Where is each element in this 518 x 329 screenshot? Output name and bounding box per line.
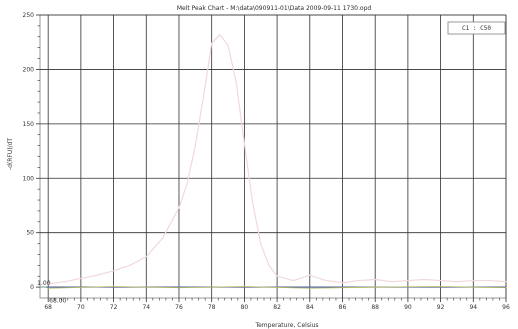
series-point — [456, 281, 458, 283]
x-tick-label: 76 — [175, 304, 183, 311]
y-tick-label: 250 — [23, 12, 35, 19]
series-point — [194, 145, 196, 147]
x-tick-label: 82 — [273, 304, 281, 311]
series-point — [407, 280, 409, 282]
series-point — [178, 207, 180, 209]
series-point — [260, 243, 262, 245]
plot-frame — [39, 14, 507, 299]
legend-frame — [447, 21, 506, 35]
series-point — [309, 287, 311, 289]
series-point — [243, 142, 245, 144]
series-point — [292, 280, 294, 282]
x-tick-label: 78 — [208, 304, 216, 311]
series-point — [489, 280, 491, 282]
series-point — [440, 280, 442, 282]
series-point — [391, 281, 392, 283]
y-tick-label: 0 — [30, 284, 34, 291]
series-point — [145, 256, 147, 258]
x-tick-label: 96 — [502, 304, 510, 311]
x-tick-label: 80 — [241, 304, 249, 311]
annotation-label: 68.00 — [49, 297, 66, 304]
series-point — [64, 281, 65, 283]
series-point — [440, 286, 442, 288]
series-point — [219, 34, 221, 36]
x-tick-label: 88 — [371, 304, 379, 311]
series-point — [505, 287, 507, 289]
series-point — [374, 286, 376, 288]
y-tick-label: 50 — [26, 230, 34, 237]
legend-box: C1 : C50 — [447, 21, 506, 35]
series-point — [203, 96, 204, 98]
series-point — [309, 286, 311, 288]
series-point — [162, 237, 164, 239]
axes — [36, 14, 507, 302]
legend-text: C1 : C50 — [462, 25, 491, 32]
series-point — [309, 274, 311, 276]
series-point — [80, 277, 82, 279]
plot-area — [39, 14, 507, 299]
series-point — [129, 264, 131, 266]
x-tick-label: 74 — [142, 304, 150, 311]
x-tick-label: 86 — [339, 304, 347, 311]
series-point — [113, 286, 115, 288]
chart-title: Melt Peak Chart - M:\data\090911-01\Data… — [177, 5, 372, 12]
series-point — [47, 286, 49, 288]
series-point — [252, 201, 254, 203]
series-point — [374, 279, 376, 280]
series-point — [358, 280, 360, 282]
annotation-label: 1.00 — [37, 280, 51, 287]
y-tick-label: 200 — [23, 66, 35, 73]
series-point — [227, 45, 229, 46]
series-lines — [47, 33, 507, 289]
x-tick-label: 84 — [306, 304, 314, 311]
series-point — [186, 183, 188, 185]
series-point — [235, 82, 237, 83]
x-tick-label: 94 — [469, 304, 477, 311]
series-point — [325, 280, 327, 282]
series-point — [505, 281, 507, 283]
series-point — [178, 287, 180, 289]
series-point — [47, 283, 49, 285]
tick-labels: 68 70 72 74 76 78 80 82 84 86 88 90 92 94 96 0 50 100 150 2… — [23, 12, 510, 311]
baseline-series-yellow — [47, 286, 507, 289]
x-tick-label: 70 — [77, 304, 85, 311]
series-point — [342, 282, 343, 284]
series-point — [47, 287, 49, 289]
series-point — [113, 270, 115, 272]
y-axis-label: -d(RFU)/dT — [7, 138, 14, 170]
annotations: 1.00 68.00 — [37, 280, 66, 304]
series-point — [243, 286, 245, 288]
x-tick-label: 90 — [404, 304, 412, 311]
series-point — [276, 275, 278, 277]
series-point — [96, 274, 98, 276]
x-axis-label: Temperature, Celsius — [254, 322, 318, 329]
x-tick-label: 92 — [437, 304, 445, 311]
series-point — [268, 264, 270, 266]
series-point — [423, 279, 425, 280]
series-point — [211, 42, 213, 44]
y-tick-label: 150 — [23, 121, 35, 128]
x-tick-label: 72 — [110, 304, 118, 311]
series-point — [472, 280, 474, 282]
x-tick-label: 68 — [44, 304, 52, 311]
y-tick-label: 100 — [23, 175, 35, 182]
